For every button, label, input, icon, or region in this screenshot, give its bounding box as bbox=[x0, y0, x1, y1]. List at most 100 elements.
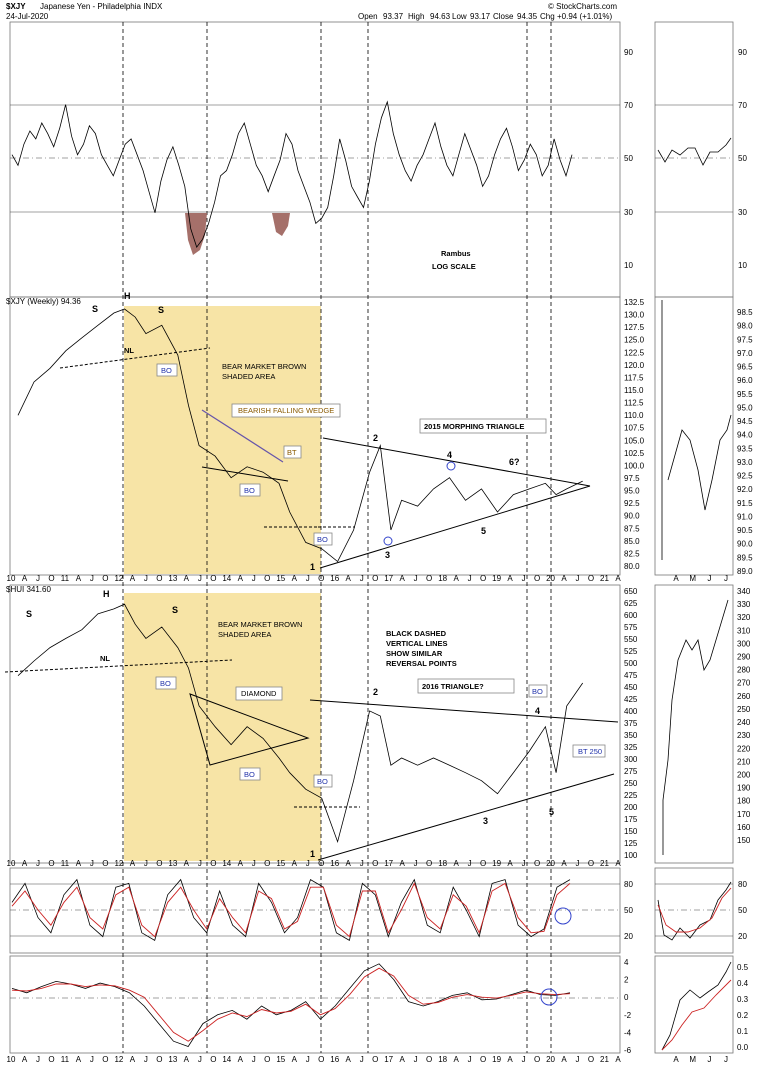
hui-y-tick: 450 bbox=[624, 683, 638, 692]
x-tick-label: A bbox=[400, 1055, 406, 1064]
x-ticks-bottom: 10 A J O 11 A J O 12 A J O 13 A J O 14 A J O 15 A J O 16 A J O 17 A J O… bbox=[7, 1055, 622, 1064]
hui-zoom-y-tick: 250 bbox=[737, 705, 751, 714]
x-tick-label: 19 bbox=[492, 574, 501, 583]
xjy-zoom-y-tick: 94.0 bbox=[737, 431, 753, 440]
xjy-y-tick: 120.0 bbox=[624, 361, 645, 370]
bt-callout: BT bbox=[287, 448, 297, 457]
macd-signal-line bbox=[11, 967, 571, 1042]
wave-3-xjy: 3 bbox=[385, 550, 390, 560]
x-tick-label: J bbox=[306, 1055, 310, 1064]
x-tick-label: J bbox=[576, 574, 580, 583]
hui-zoom-y-tick: 160 bbox=[737, 823, 751, 832]
x-tick-label: J bbox=[414, 859, 418, 868]
rsi-zoom-y-tick: 90 bbox=[738, 48, 747, 57]
xjy-y-tick: 130.0 bbox=[624, 311, 645, 320]
x-tick-label: J bbox=[198, 574, 202, 583]
xjy-zoom-y-tick: 93.5 bbox=[737, 444, 753, 453]
x-tick-label: O bbox=[102, 574, 108, 583]
rsi-zoom-y-tick: 70 bbox=[738, 101, 747, 110]
bear2-text-a: BEAR MARKET BROWN bbox=[218, 620, 302, 629]
x-tick-label: 15 bbox=[276, 1055, 285, 1064]
x-tick-label: A bbox=[292, 859, 298, 868]
callout-boxes bbox=[155, 363, 606, 788]
rsi-zoom-y-tick: 50 bbox=[738, 154, 747, 163]
macd-y-tick: 2 bbox=[624, 976, 629, 985]
rsi-y-ticks: 90 70 50 30 10 bbox=[624, 48, 633, 270]
bo-callout-7: BO bbox=[532, 687, 543, 696]
rsi-zoom-y-tick: 10 bbox=[738, 261, 747, 270]
tri2016-box bbox=[417, 678, 515, 694]
stoch-y-tick: 20 bbox=[624, 932, 633, 941]
x-tick-label: 10 bbox=[7, 859, 16, 868]
x-tick-label: O bbox=[534, 574, 540, 583]
x-tick-label: O bbox=[426, 859, 432, 868]
rsi-line bbox=[11, 100, 573, 248]
xjy-y-tick: 82.5 bbox=[624, 549, 640, 558]
dashed-note-4: REVERSAL POINTS bbox=[386, 659, 457, 668]
wave-1-xjy: 1 bbox=[310, 562, 315, 572]
reversal-lines bbox=[122, 22, 552, 1053]
x-tick-label: J bbox=[522, 859, 526, 868]
hui-zoom-y-tick: 270 bbox=[737, 679, 751, 688]
x-tick-label: O bbox=[534, 1055, 540, 1064]
x-tick-label: J bbox=[360, 1055, 364, 1064]
x-tick-label: 18 bbox=[438, 574, 447, 583]
diamond-label: DIAMOND bbox=[241, 689, 277, 698]
stoch-zoom-y-tick: 80 bbox=[738, 880, 747, 889]
x-tick-label: A bbox=[615, 574, 621, 583]
x-tick-label: J bbox=[252, 859, 256, 868]
xjy-zoom-y-tick: 92.0 bbox=[737, 485, 753, 494]
hui-zoom-y-tick: 240 bbox=[737, 718, 751, 727]
x-tick-label: J bbox=[360, 859, 364, 868]
xjy-zoom-y-tick: 92.5 bbox=[737, 472, 753, 481]
x-tick-label: O bbox=[480, 574, 486, 583]
hui-zoom-y-tick: 200 bbox=[737, 770, 751, 779]
x-tick-label: O bbox=[588, 574, 594, 583]
x-tick-label: 13 bbox=[168, 574, 177, 583]
xjy-zoom-y-tick: 96.5 bbox=[737, 363, 753, 372]
zoom-x-tick-label: A bbox=[673, 574, 679, 583]
xjy-price-line bbox=[17, 308, 583, 563]
x-tick-label: 20 bbox=[546, 1055, 555, 1064]
x-tick-label: O bbox=[318, 859, 324, 868]
x-tick-label: O bbox=[264, 859, 270, 868]
rsi-y-tick: 90 bbox=[624, 48, 633, 57]
x-tick-label: J bbox=[90, 859, 94, 868]
close-value: 94.35 bbox=[517, 12, 538, 21]
xjy-zoom-y-tick: 93.0 bbox=[737, 458, 753, 467]
x-tick-label: J bbox=[468, 574, 472, 583]
zoom-x-tick-label: J bbox=[707, 574, 711, 583]
x-tick-label: J bbox=[144, 859, 148, 868]
x-tick-label: J bbox=[522, 574, 526, 583]
xjy-legend: $XJY (Weekly) 94.36 bbox=[6, 297, 81, 306]
wave-4-xjy: 4 bbox=[447, 450, 452, 460]
marker-circles bbox=[383, 461, 572, 1006]
bo-callout-4: BO bbox=[160, 679, 171, 688]
symbol-name: Japanese Yen - Philadelphia INDX bbox=[40, 2, 163, 11]
high-value: 94.63 bbox=[430, 12, 451, 21]
neckline-xjy: NL bbox=[124, 346, 134, 355]
hui-y-tick: 500 bbox=[624, 659, 638, 668]
x-tick-label: A bbox=[400, 574, 406, 583]
bo-callout-2: BO bbox=[244, 486, 255, 495]
wedge-upper-line bbox=[201, 409, 284, 463]
wave-2-xjy: 2 bbox=[373, 433, 378, 443]
macd-y-tick: 4 bbox=[624, 958, 629, 967]
rsi-fill-2 bbox=[272, 213, 290, 236]
x-tick-label: O bbox=[372, 859, 378, 868]
bear-shade-hui bbox=[124, 593, 321, 861]
xjy-zoom-y-tick: 90.0 bbox=[737, 540, 753, 549]
x-tick-label: J bbox=[198, 859, 202, 868]
hui-y-tick: 650 bbox=[624, 587, 638, 596]
x-tick-label: 20 bbox=[546, 859, 555, 868]
x-tick-label: J bbox=[144, 1055, 148, 1064]
x-tick-label: A bbox=[400, 859, 406, 868]
bear-shade-xjy bbox=[124, 306, 321, 574]
diamond-box bbox=[235, 686, 283, 701]
bo-callout-1: BO bbox=[161, 366, 172, 375]
x-tick-label: 13 bbox=[168, 859, 177, 868]
xjy-zoom-y-tick: 96.0 bbox=[737, 376, 753, 385]
panel-frames bbox=[9, 21, 734, 1054]
zoom-rsi-line bbox=[657, 137, 732, 166]
stoch-zoom-y-tick: 50 bbox=[738, 906, 747, 915]
